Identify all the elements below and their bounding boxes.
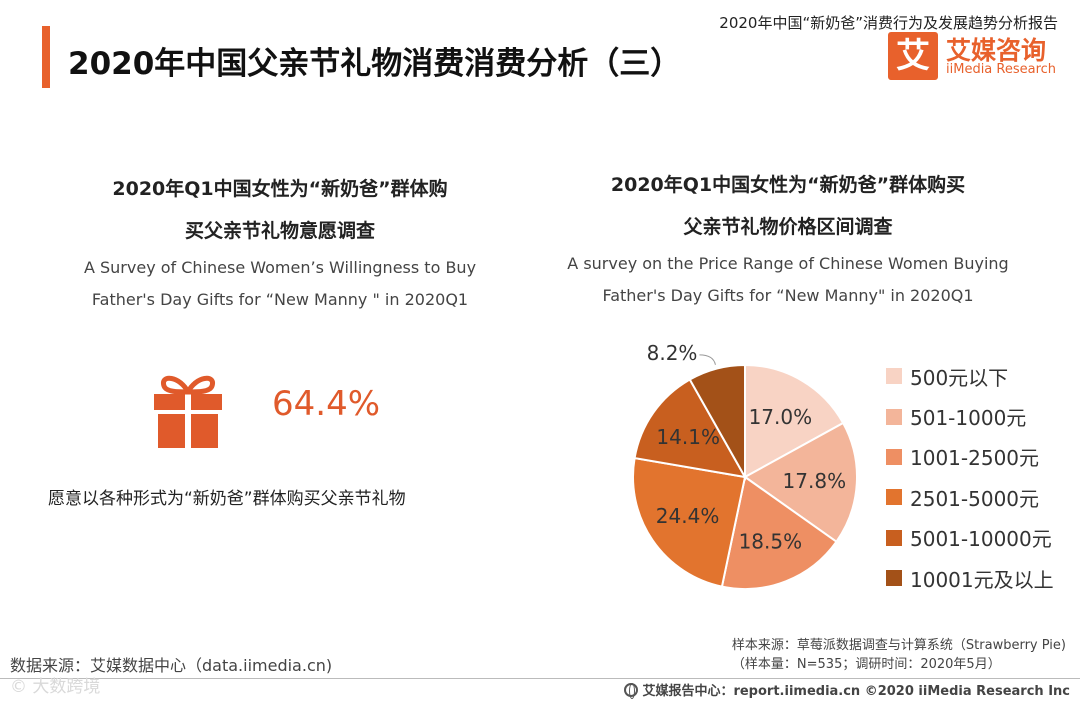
logo-name-cn: 艾媒咨询 — [946, 36, 1047, 65]
legend-label-1: 501-1000元 — [910, 406, 1027, 431]
legend-item-0: 500元以下 — [886, 356, 1076, 396]
legend-swatch-5 — [886, 570, 902, 587]
legend-swatch-1 — [886, 408, 902, 425]
sample-source-line: 样本来源：草莓派数据调查与计算系统（Strawberry Pie) — [731, 638, 1066, 653]
legend-label-0: 500元以下 — [910, 365, 1009, 390]
legend-label-2: 1001-2500元 — [910, 446, 1040, 471]
legend-label-5: 10001元及以上 — [910, 567, 1054, 592]
sample-source: 样本来源：草莓派数据调查与计算系统（Strawberry Pie) （样本量：N… — [732, 636, 1066, 674]
legend-item-1: 501-1000元 — [886, 396, 1076, 436]
pie-data-label-5: 8.2% — [647, 341, 698, 365]
legend-swatch-2 — [886, 448, 902, 465]
legend-swatch-4 — [886, 529, 902, 546]
pie-data-label-0: 17.0% — [749, 405, 813, 429]
pie-leader-line-5 — [699, 354, 716, 365]
logo-name-en: iiMedia Research — [946, 62, 1057, 77]
price-subtitle-line2: Father's Day Gifts for “New Manny" in 20… — [602, 286, 974, 305]
sample-info-line: （样本量：N=535；调研时间：2020年5月） — [731, 657, 1001, 672]
pie-slice-4 — [633, 378, 747, 479]
pie-slice-2 — [720, 475, 838, 590]
legend-item-2: 1001-2500元 — [886, 437, 1076, 477]
pie-data-label-3: 24.4% — [656, 504, 720, 528]
footer-copyright: 艾媒报告中心：report.iimedia.cn ©2020 iiMedia R… — [624, 680, 1070, 699]
pie-slice-5 — [688, 363, 746, 481]
pie-slice-1 — [743, 421, 858, 544]
data-source: 数据来源：艾媒数据中心（data.iimedia.cn) — [10, 656, 333, 675]
pie-data-label-4: 14.1% — [656, 425, 720, 449]
logo-mark: 艾 — [888, 32, 938, 80]
legend-item-4: 5001-10000元 — [886, 518, 1076, 558]
price-range-pie-chart: 17.0% 17.8% 18.5% 24.4% 14.1% 8.2% — [632, 341, 858, 590]
willingness-title-line1: 2020年Q1中国女性为“新奶爸”群体购 — [112, 178, 448, 200]
title-accent-bar — [42, 26, 50, 88]
legend-swatch-3 — [886, 489, 902, 506]
willingness-panel: 2020年Q1中国女性为“新奶爸”群体购 买父亲节礼物意愿调查 A Survey… — [20, 168, 540, 316]
willingness-subtitle-line1: A Survey of Chinese Women’s Willingness … — [83, 258, 477, 277]
willingness-percent: 64.4% — [272, 384, 381, 424]
report-title: 2020年中国“新奶爸”消费行为及发展趋势分析报告 — [719, 14, 1058, 32]
pie-data-label-2: 18.5% — [739, 530, 803, 554]
legend-item-3: 2501-5000元 — [886, 477, 1076, 517]
footer-divider — [0, 678, 1080, 679]
price-title-line2: 父亲节礼物价格区间调查 — [683, 216, 893, 238]
gift-icon — [154, 375, 222, 448]
price-title-line1: 2020年Q1中国女性为“新奶爸”群体购买 — [610, 174, 966, 196]
pie-slice-0 — [744, 363, 845, 479]
price-subtitle-line1: A survey on the Price Range of Chinese W… — [567, 254, 1009, 273]
pie-legend: 500元以下 501-1000元 1001-2500元 2501-5000元 5001-… — [886, 356, 1076, 598]
willingness-title-line2: 买父亲节礼物意愿调查 — [184, 220, 375, 242]
legend-item-5: 10001元及以上 — [886, 558, 1076, 598]
legend-label-4: 5001-10000元 — [910, 527, 1052, 552]
copyright-text: 艾媒报告中心：report.iimedia.cn ©2020 iiMedia R… — [642, 684, 1070, 699]
legend-label-3: 2501-5000元 — [910, 486, 1040, 511]
globe-icon — [624, 682, 639, 699]
pie-data-label-1: 17.8% — [783, 469, 847, 493]
iimedia-logo: 艾 艾媒咨询 iiMedia Research — [888, 32, 1068, 82]
legend-swatch-0 — [886, 368, 902, 385]
page-title: 2020年中国父亲节礼物消费消费分析（三） — [68, 46, 682, 82]
price-range-panel: 2020年Q1中国女性为“新奶爸”群体购买 父亲节礼物价格区间调查 A surv… — [548, 164, 1028, 312]
watermark: © 大数跨境 — [10, 677, 101, 697]
willingness-caption: 愿意以各种形式为“新奶爸”群体购买父亲节礼物 — [48, 489, 406, 509]
pie-slice-3 — [632, 456, 747, 588]
willingness-subtitle-line2: Father's Day Gifts for “New Manny " in 2… — [91, 290, 469, 309]
